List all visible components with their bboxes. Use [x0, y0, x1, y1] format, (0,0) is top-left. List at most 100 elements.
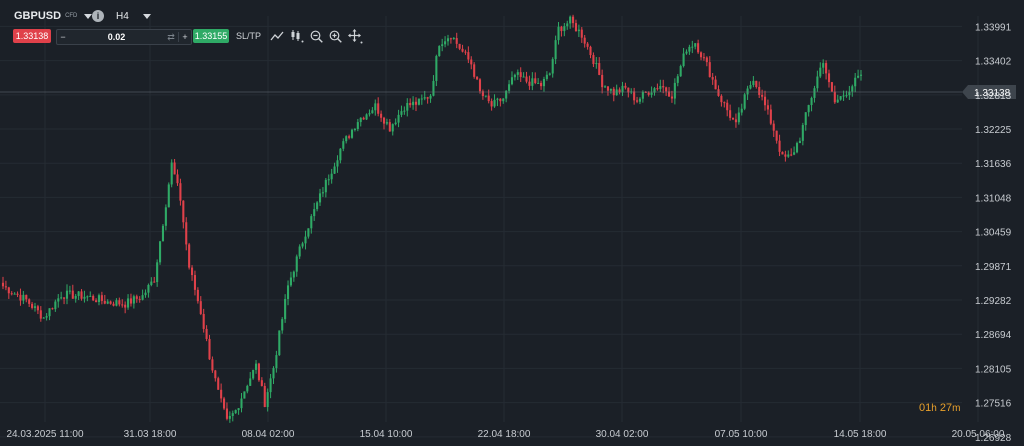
candle-down [726, 102, 729, 111]
candle-up [801, 125, 804, 141]
candle-up [330, 173, 333, 180]
candle-down [729, 110, 732, 118]
candle-up [132, 296, 135, 304]
candle-up [566, 23, 569, 27]
sltp-button[interactable]: SL/TP [236, 31, 262, 41]
candle-up [429, 95, 432, 99]
candle-up [400, 111, 403, 115]
candle-up [502, 98, 505, 102]
candle-down [618, 89, 621, 93]
sell-price: 1.33138 [15, 31, 49, 41]
instrument-type: CFD [65, 13, 78, 19]
candle-up [435, 56, 438, 81]
zoom-out-icon[interactable] [310, 30, 323, 43]
candle-down [758, 86, 761, 95]
candle-up [403, 110, 406, 112]
candle-down [784, 154, 787, 157]
candle-up [42, 317, 45, 319]
candle-down [656, 88, 659, 90]
quantity-input[interactable]: 0.02 [107, 32, 126, 42]
candle-up [106, 301, 109, 304]
candle-up [22, 294, 25, 301]
candle-down [470, 59, 473, 65]
candle-down [714, 79, 717, 90]
candle-down [7, 287, 10, 294]
candle-down [572, 16, 575, 24]
time-tick-label: 08.04 02:00 [242, 429, 295, 440]
candle-down [409, 102, 412, 106]
price-tick-label: 1.28694 [975, 330, 1012, 341]
candle-down [458, 43, 461, 49]
candle-down [711, 77, 714, 80]
candle-down [720, 95, 723, 103]
candle-up [845, 95, 848, 97]
candle-up [345, 136, 348, 142]
quantity-stepper[interactable]: − 0.02 ⇄ + [56, 29, 192, 45]
candle-down [790, 154, 793, 156]
candle-down [4, 286, 7, 288]
candle-up [359, 117, 362, 123]
candle-down [772, 123, 775, 131]
candle-down [481, 91, 484, 97]
candle-down [100, 295, 103, 301]
candle-up [57, 298, 60, 302]
candle-up [554, 40, 557, 60]
candle-down [348, 136, 351, 138]
swap-icon[interactable]: ⇄ [167, 31, 175, 42]
candle-up [350, 129, 354, 138]
candle-up [679, 66, 682, 77]
price-tick-label: 1.26928 [975, 433, 1012, 444]
candle-down [414, 101, 418, 105]
candle-down [118, 300, 121, 305]
candle-down [624, 85, 627, 88]
candle-down [499, 98, 502, 102]
zoom-in-icon[interactable] [329, 30, 342, 43]
candle-down [667, 91, 671, 97]
time-tick-label: 22.04 18:00 [478, 429, 531, 440]
candle-up [272, 368, 275, 379]
crosshair-move-icon[interactable] [348, 28, 363, 44]
candle-up [394, 122, 397, 125]
candle-down [528, 81, 531, 86]
candle-up [65, 290, 69, 299]
price-tick-label: 1.31048 [975, 193, 1012, 204]
candle-up [743, 94, 746, 109]
candle-up [374, 103, 377, 111]
candle-up [342, 141, 345, 149]
time-tick-label: 31.03 18:00 [124, 429, 177, 440]
decrease-button[interactable]: − [60, 32, 66, 42]
candles-icon[interactable] [290, 29, 304, 43]
candle-up [249, 378, 252, 386]
candle-down [705, 57, 708, 63]
candle-up [749, 84, 752, 89]
buy-button[interactable]: 1.33155 [193, 29, 229, 43]
candle-up [804, 112, 807, 126]
candle-down [830, 82, 833, 92]
countdown-hours: 01 [919, 402, 932, 414]
candle-down [185, 222, 188, 245]
time-tick-label: 14.05 18:00 [834, 429, 887, 440]
candle-down [63, 297, 66, 299]
timeframe-selector[interactable]: H4 [116, 8, 151, 24]
candle-up [542, 78, 546, 87]
candle-down [461, 48, 464, 52]
info-icon[interactable]: i [92, 10, 104, 22]
candle-down [586, 43, 589, 47]
candle-up [857, 75, 860, 78]
increase-button[interactable]: + [178, 32, 191, 42]
candle-down [208, 338, 211, 360]
symbol-name: GBPUSD [14, 10, 62, 22]
price-tick-label: 1.31636 [975, 159, 1012, 170]
candle-down [112, 303, 115, 306]
line-chart-icon[interactable] [270, 30, 284, 42]
candle-up [537, 82, 540, 84]
symbol-selector[interactable]: GBPUSD CFD [14, 8, 93, 24]
sell-button[interactable]: 1.33138 [13, 29, 51, 43]
candle-up [557, 26, 560, 41]
price-tick-label: 1.33402 [975, 57, 1012, 68]
candle-up [659, 86, 662, 89]
candle-up [836, 99, 839, 103]
candle-up [307, 228, 310, 237]
candle-up [816, 76, 819, 89]
